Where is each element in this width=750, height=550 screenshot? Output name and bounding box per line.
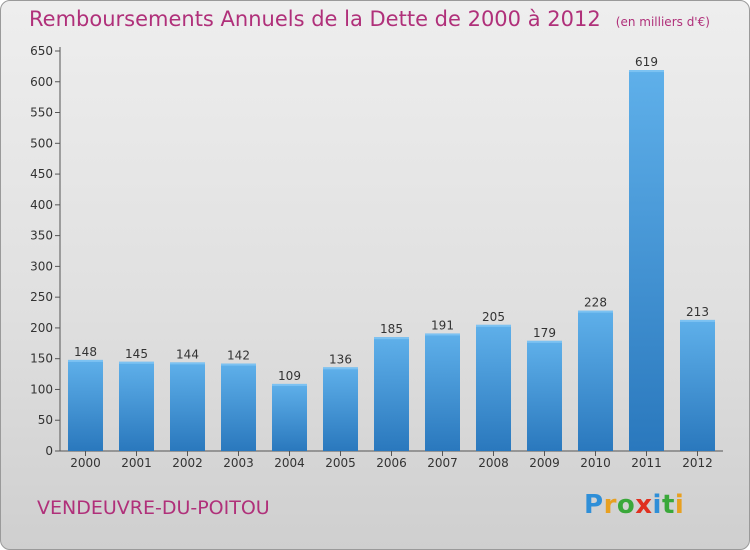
y-tick-label: 50	[38, 413, 53, 427]
y-tick-label: 550	[30, 106, 53, 120]
y-tick-label: 100	[30, 382, 53, 396]
bar	[425, 333, 460, 451]
bar-top-edge	[680, 319, 715, 322]
y-tick-label: 300	[30, 259, 53, 273]
bar-top-edge	[629, 70, 664, 73]
title-row: Remboursements Annuels de la Dette de 20…	[29, 7, 710, 31]
x-tick-label: 2012	[682, 456, 713, 470]
bar-top-edge	[578, 310, 613, 313]
x-tick-label: 2011	[631, 456, 662, 470]
x-tick-label: 2006	[376, 456, 407, 470]
y-tick-label: 400	[30, 198, 53, 212]
x-tick-label: 2004	[274, 456, 305, 470]
data-label: 205	[482, 310, 505, 324]
data-label: 185	[380, 322, 403, 336]
bar	[272, 383, 307, 451]
x-tick-label: 2008	[478, 456, 509, 470]
commune-name: VENDEUVRE-DU-POITOU	[37, 497, 270, 519]
data-label: 109	[278, 369, 301, 383]
y-tick-label: 450	[30, 167, 53, 181]
data-label: 228	[584, 296, 607, 310]
bar	[170, 362, 205, 451]
y-tick-label: 350	[30, 229, 53, 243]
x-tick-label: 2000	[70, 456, 101, 470]
x-tick-label: 2009	[529, 456, 560, 470]
bar	[578, 310, 613, 451]
data-label: 179	[533, 326, 556, 340]
bar-top-edge	[170, 362, 205, 365]
bar-top-edge	[374, 337, 409, 340]
x-tick-label: 2007	[427, 456, 458, 470]
chart-title: Remboursements Annuels de la Dette de 20…	[29, 7, 601, 31]
bar-top-edge	[68, 359, 103, 362]
x-tick-label: 2005	[325, 456, 356, 470]
bar	[476, 324, 511, 451]
data-label: 136	[329, 352, 352, 366]
data-label: 191	[431, 318, 454, 332]
y-tick-label: 500	[30, 136, 53, 150]
bar	[374, 337, 409, 451]
bar	[323, 367, 358, 451]
y-tick-label: 250	[30, 290, 53, 304]
bar	[680, 319, 715, 451]
x-tick-label: 2001	[121, 456, 152, 470]
bar-top-edge	[221, 363, 256, 366]
bar-top-edge	[476, 324, 511, 327]
chart-unit: (en milliers d'€)	[615, 15, 710, 29]
data-label: 619	[635, 55, 658, 69]
bar	[527, 340, 562, 451]
x-tick-label: 2002	[172, 456, 203, 470]
data-label: 213	[686, 305, 709, 319]
y-tick-label: 600	[30, 75, 53, 89]
bar	[119, 361, 154, 451]
bar-top-edge	[323, 367, 358, 370]
data-label: 148	[74, 345, 97, 359]
bar-top-edge	[272, 383, 307, 386]
data-label: 144	[176, 347, 199, 361]
bar	[221, 363, 256, 451]
y-tick-label: 150	[30, 352, 53, 366]
y-tick-label: 200	[30, 321, 53, 335]
y-tick-label: 650	[30, 44, 53, 58]
x-tick-label: 2010	[580, 456, 611, 470]
data-label: 145	[125, 347, 148, 361]
bar-top-edge	[527, 340, 562, 343]
bar-top-edge	[119, 361, 154, 364]
y-tick-label: 0	[45, 444, 53, 458]
data-label: 142	[227, 349, 250, 363]
proxiti-logo: Proxiti	[584, 490, 685, 520]
bar	[629, 70, 664, 452]
bar-top-edge	[425, 333, 460, 336]
bar	[68, 359, 103, 451]
x-tick-label: 2003	[223, 456, 254, 470]
